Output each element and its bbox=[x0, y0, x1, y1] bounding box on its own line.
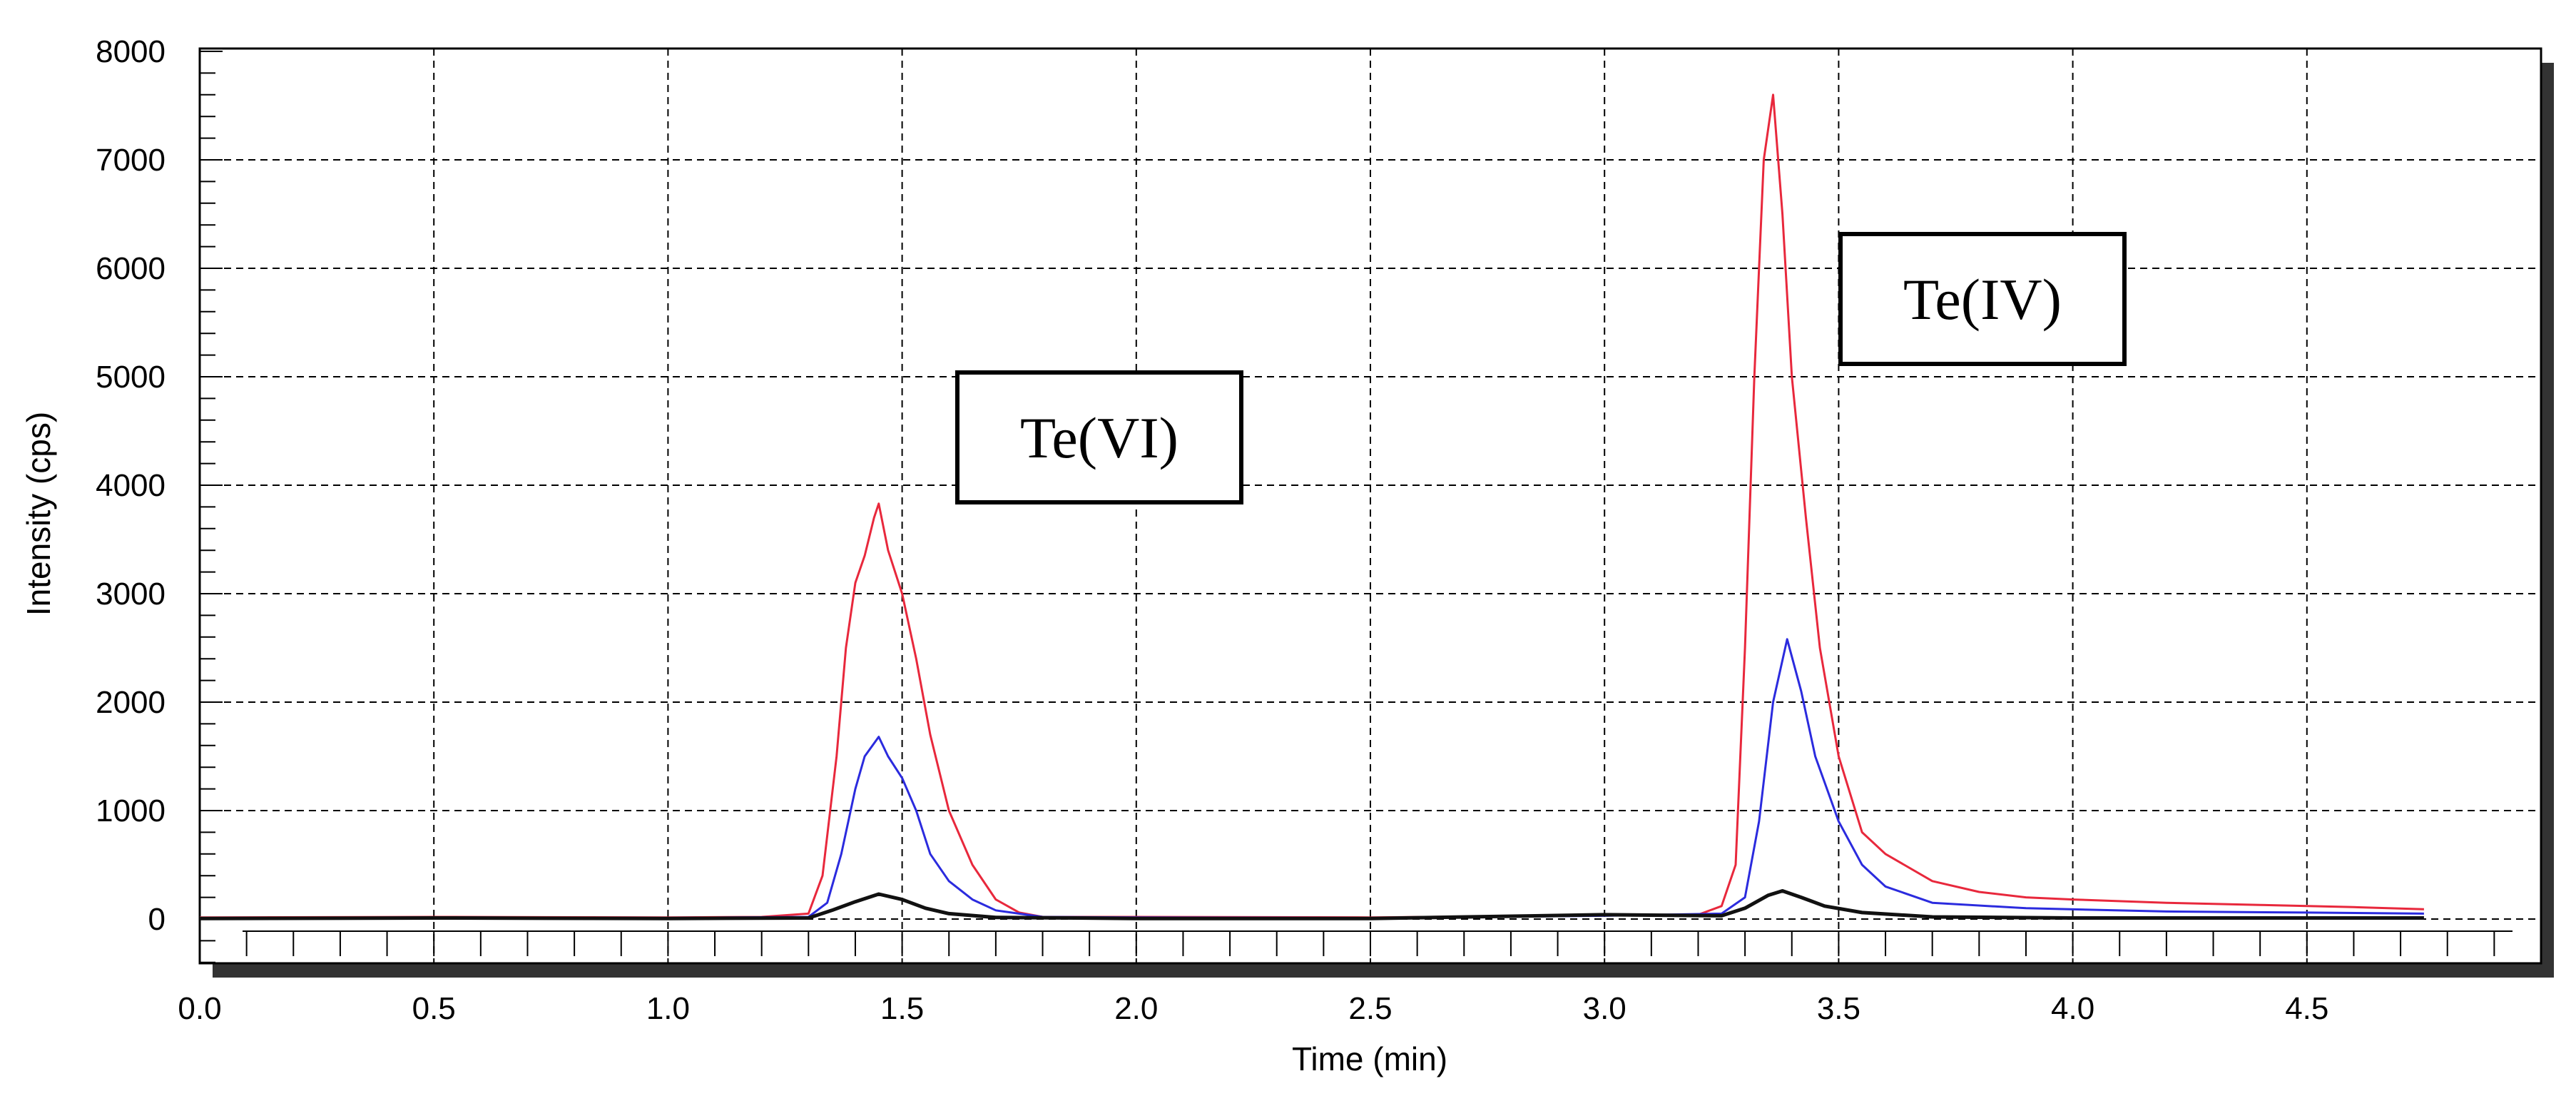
x-tick-label: 0.0 bbox=[178, 991, 221, 1026]
x-tick-label: 1.5 bbox=[880, 991, 924, 1026]
x-tick-label: 4.0 bbox=[2051, 991, 2094, 1026]
x-tick-label: 2.0 bbox=[1114, 991, 1158, 1026]
x-axis-title: Time (min) bbox=[1292, 1040, 1447, 1077]
y-tick-label: 2000 bbox=[96, 685, 166, 720]
annotation-label: Te(IV) bbox=[1903, 267, 2062, 332]
annotation-te-vi: Te(VI) bbox=[955, 370, 1243, 504]
y-tick-label: 8000 bbox=[96, 34, 166, 69]
series-group bbox=[199, 93, 2424, 920]
x-tick-label: 2.5 bbox=[1348, 991, 1392, 1026]
y-axis-title: Intensity (cps) bbox=[20, 412, 57, 616]
x-tick-label: 0.5 bbox=[412, 991, 456, 1026]
y-tick-label: 5000 bbox=[96, 360, 166, 395]
x-tick-label: 3.5 bbox=[1817, 991, 1860, 1026]
y-tick-label: 6000 bbox=[96, 251, 166, 286]
annotation-label: Te(VI) bbox=[1020, 405, 1178, 470]
y-tick-label: 1000 bbox=[96, 793, 166, 828]
x-tick-label: 3.0 bbox=[1583, 991, 1626, 1026]
y-tick-label: 7000 bbox=[96, 143, 166, 178]
y-tick-label: 3000 bbox=[96, 577, 166, 612]
annotation-te-iv: Te(IV) bbox=[1838, 232, 2127, 366]
grid bbox=[200, 49, 2541, 963]
x-tick-label: 1.0 bbox=[646, 991, 690, 1026]
y-tick-label: 0 bbox=[148, 902, 166, 937]
axes: 0.0 0.5 1.0 1.5 2.0 2.5 3.0 3.5 4.0 4.5 0 1000 2000 3… bbox=[96, 34, 2542, 1026]
x-tick-label: 4.5 bbox=[2285, 991, 2328, 1026]
series-line-black bbox=[199, 889, 2424, 920]
annotations: Te(VI) Te(IV) bbox=[955, 232, 2127, 504]
annotation-box bbox=[955, 370, 1243, 504]
annotation-box bbox=[1838, 232, 2127, 366]
y-tick-label: 4000 bbox=[96, 468, 166, 503]
